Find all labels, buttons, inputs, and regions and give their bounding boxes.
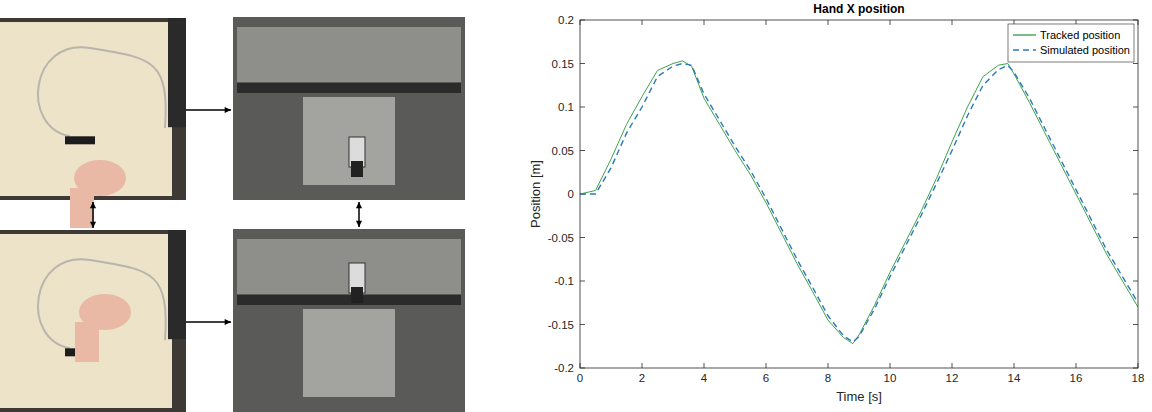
photo [0, 230, 186, 412]
arrow-head [90, 202, 96, 208]
x-tick [828, 363, 829, 368]
y-tick [580, 324, 585, 325]
x-tick-label: 4 [701, 372, 708, 384]
cable [38, 259, 166, 348]
y-tick-label: -0.05 [548, 232, 574, 244]
y-tick-label: 0 [568, 188, 574, 200]
x-tick-top [890, 20, 891, 25]
cable [38, 47, 166, 136]
photo-bg [0, 18, 186, 200]
floor [303, 97, 395, 185]
y-tick-label: 0.2 [558, 14, 574, 26]
rail [237, 295, 461, 305]
arrow-head [356, 202, 362, 208]
screen-bg [233, 229, 465, 412]
y-tick-label: -0.15 [548, 319, 574, 331]
arrow-line [186, 109, 231, 111]
series-line [580, 64, 1138, 342]
x-tick [952, 363, 953, 368]
title: Hand X position [813, 2, 904, 16]
y-axis-title: Position [m] [528, 160, 543, 228]
y-tick-right [1133, 194, 1138, 195]
y-tick-right [1133, 281, 1138, 282]
legend: Tracked position Simulated position [1008, 24, 1134, 62]
y-tick-right [1133, 150, 1138, 151]
screenshot [233, 229, 465, 412]
lines [580, 61, 1138, 344]
desk [0, 22, 172, 196]
y-tick-right [1133, 324, 1138, 325]
x-tick [766, 363, 767, 368]
x-tick-top [642, 20, 643, 25]
y-tick-right [1133, 107, 1138, 108]
arrow-head [90, 222, 96, 228]
monitor [168, 18, 186, 127]
x-tick-top [828, 20, 829, 25]
x-tick [642, 363, 643, 368]
arrow-head [225, 319, 231, 325]
y-tick-label: 0.1 [558, 101, 574, 113]
forearm [75, 322, 99, 362]
y-tick-label: 0.05 [552, 145, 574, 157]
cabinet [237, 239, 461, 294]
x-tick-top [766, 20, 767, 25]
desk [0, 234, 172, 408]
sim-wrist [351, 287, 363, 303]
x-tick-label: 2 [639, 372, 645, 384]
ticks: 0 2 4 6 8 10 12 14 16 18 -0.2 -0.15 -0.1 -0.05 0 0.05 0.… [548, 14, 1145, 384]
x-tick-label: 6 [763, 372, 769, 384]
x-tick [1014, 363, 1015, 368]
monitor [168, 230, 186, 339]
sim-wrist [351, 161, 363, 177]
x-tick-label: 0 [577, 372, 583, 384]
series-line [580, 61, 1138, 344]
rail [237, 83, 461, 93]
screenshot [233, 17, 465, 200]
legend-swatch [1013, 49, 1036, 50]
y-tick-label: -0.2 [554, 362, 574, 374]
x-tick-label: 12 [946, 372, 959, 384]
x-tick-label: 10 [884, 372, 897, 384]
arrows [90, 107, 362, 325]
legend-swatch [1013, 34, 1036, 35]
legend-box [1008, 24, 1134, 62]
x-tick [704, 363, 705, 368]
screen-bg [233, 17, 465, 200]
y-tick [580, 63, 585, 64]
x-tick-label: 8 [825, 372, 831, 384]
x-tick-label: 18 [1132, 372, 1145, 384]
arrow-line [186, 321, 231, 323]
arrow-head [225, 107, 231, 113]
floor [303, 309, 395, 397]
y-tick-right [1133, 237, 1138, 238]
cabinet [237, 27, 461, 82]
y-tick-right [1133, 63, 1138, 64]
x-tick-label: 14 [1008, 372, 1021, 384]
x-tick-top [952, 20, 953, 25]
arrow-head [356, 221, 362, 227]
plot-frame [580, 20, 1138, 368]
y-tick [580, 150, 585, 151]
y-tick-label: -0.1 [554, 275, 574, 287]
photo [0, 18, 186, 228]
legend-label: Simulated position [1040, 44, 1130, 56]
legend-label: Tracked position [1040, 29, 1120, 41]
y-tick [580, 237, 585, 238]
y-tick-label: 0.15 [552, 58, 574, 70]
x-tick [890, 363, 891, 368]
x-axis-title: Time [s] [836, 389, 882, 404]
y-tick [580, 107, 585, 108]
sensor [65, 136, 95, 144]
x-tick [1076, 363, 1077, 368]
photo-bg [0, 230, 186, 412]
y-tick [580, 281, 585, 282]
plot-bg [580, 20, 1138, 368]
x-tick-label: 16 [1070, 372, 1083, 384]
x-tick-top [704, 20, 705, 25]
